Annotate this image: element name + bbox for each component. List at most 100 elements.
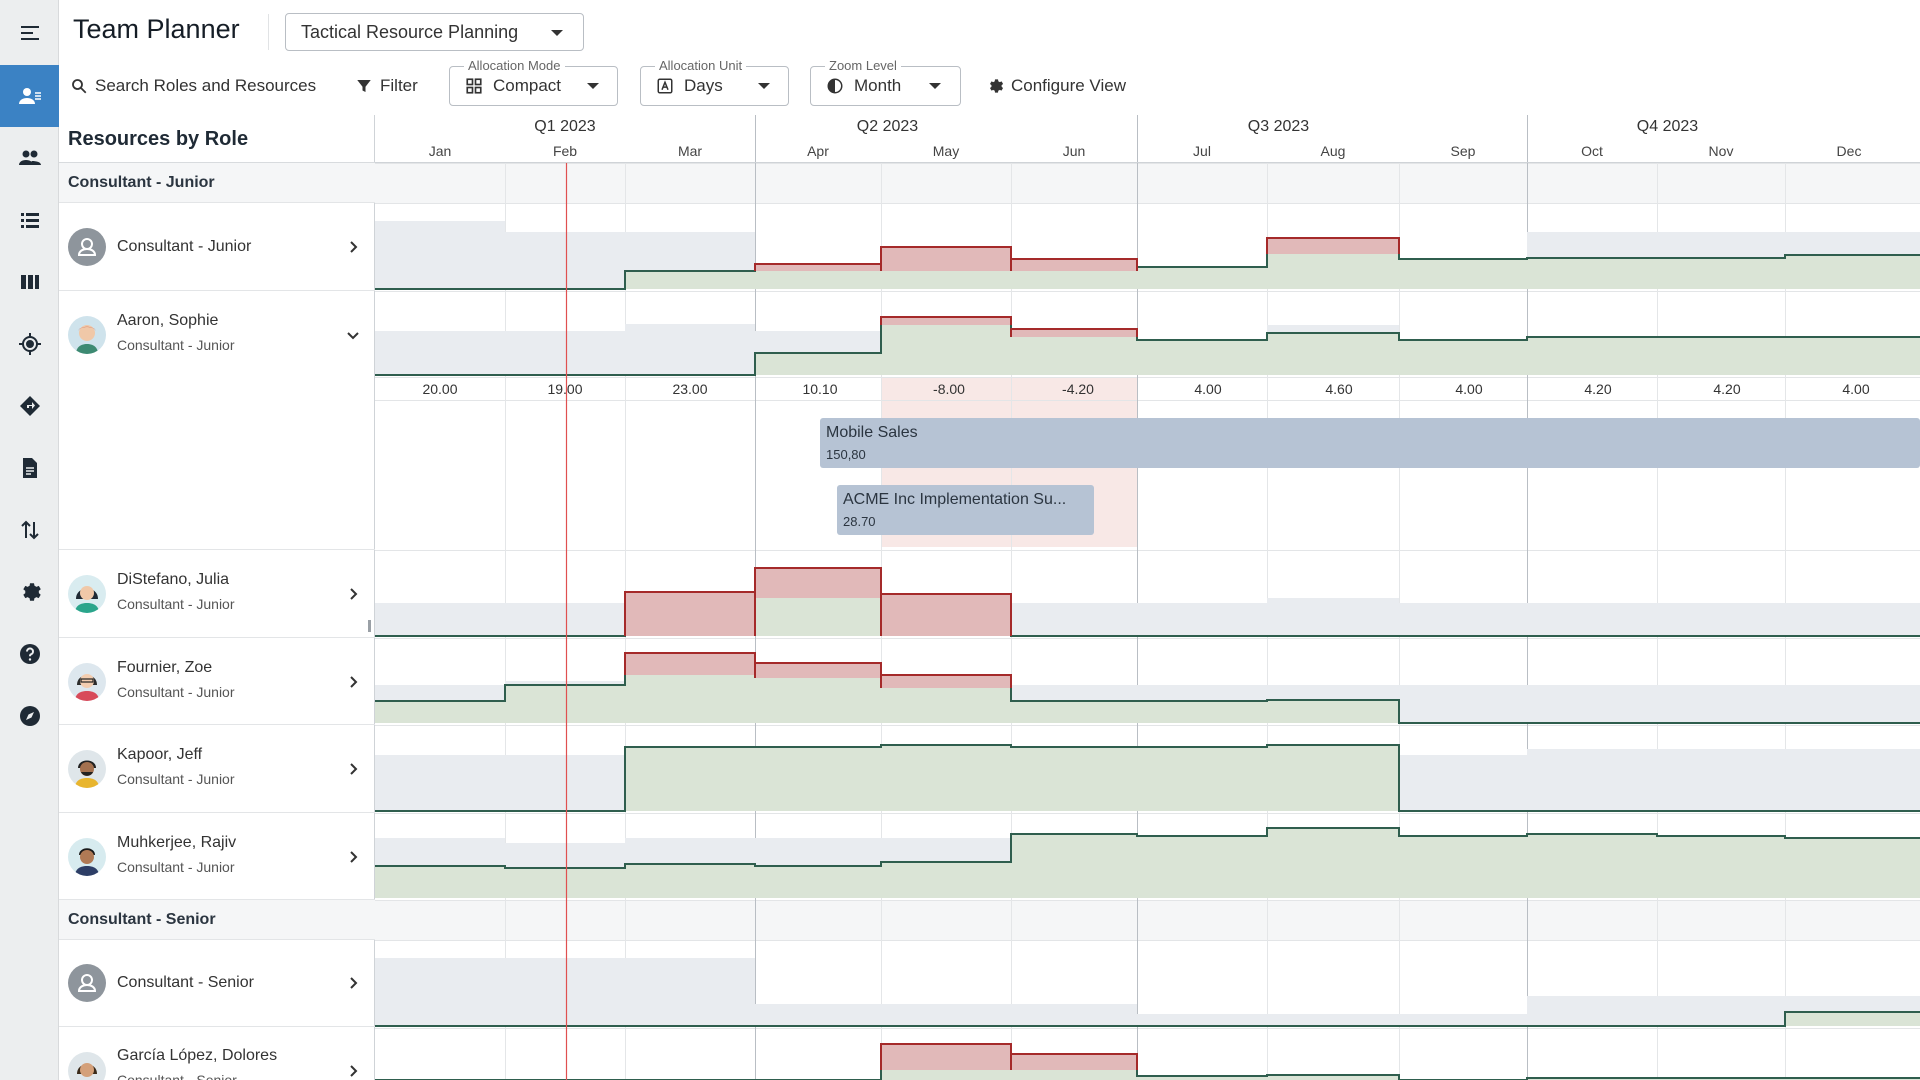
grid-icon <box>466 78 482 94</box>
allocation-bar <box>1267 745 1399 811</box>
capacity-bar <box>1785 603 1920 636</box>
capacity-bar <box>1011 603 1137 636</box>
allocation-bar <box>1785 337 1920 375</box>
allocation-bar <box>755 678 881 723</box>
caret-down-icon <box>587 83 599 89</box>
explore-icon[interactable] <box>0 685 59 747</box>
generic-person-icon <box>68 964 106 1002</box>
capacity-bar <box>1657 996 1785 1026</box>
collapse-menu-icon[interactable] <box>0 2 59 64</box>
month-value: 4.00 <box>1842 381 1870 397</box>
allocation-bar <box>1657 337 1785 375</box>
caret-down-icon <box>929 83 941 89</box>
allocation-bar <box>1399 836 1527 898</box>
resource-name: Muhkerjee, Rajiv <box>117 834 237 851</box>
resource-row[interactable]: Consultant - Junior <box>59 203 375 291</box>
chevron-right-icon[interactable] <box>345 849 361 865</box>
allocation-mode-select[interactable]: Allocation Mode Compact <box>449 58 618 106</box>
capacity-bar <box>625 958 755 1026</box>
filter-button[interactable]: Filter <box>355 62 418 110</box>
month-label: Sep <box>1450 143 1476 159</box>
resource-name: Consultant - Junior <box>117 238 252 255</box>
role-group-header[interactable]: Consultant - Junior <box>59 163 375 203</box>
chevron-right-icon[interactable] <box>345 674 361 690</box>
allocation-bar <box>881 271 1011 289</box>
zoom-level-value: Month <box>854 76 902 95</box>
allocation-bar <box>755 747 881 811</box>
month-value: 4.00 <box>1455 381 1483 397</box>
month-value: 19.00 <box>547 381 583 397</box>
overallocation-bar <box>881 1044 1011 1070</box>
capacity-bar <box>625 324 755 375</box>
allocation-bar <box>1785 838 1920 898</box>
chevron-down-icon[interactable] <box>345 327 361 343</box>
caret-down-icon <box>758 83 770 89</box>
overallocation-line <box>1010 258 1138 271</box>
allocation-bar <box>1657 836 1785 898</box>
chevron-right-icon[interactable] <box>345 1063 361 1079</box>
allocation-bar <box>505 868 625 898</box>
resource-role: Consultant - Junior <box>117 771 235 787</box>
allocation-line <box>375 1043 1920 1080</box>
search-button[interactable]: Search Roles and Resources <box>70 62 316 110</box>
help-icon[interactable] <box>0 623 59 685</box>
plan-select[interactable]: Tactical Resource Planning <box>285 13 584 51</box>
zoom-level-select[interactable]: Zoom Level Month <box>810 58 961 106</box>
month-value: 4.20 <box>1584 381 1612 397</box>
zoom-level-label: Zoom Level <box>825 58 901 73</box>
plan-select-value: Tactical Resource Planning <box>301 21 519 42</box>
resource-name: García López, Dolores <box>117 1047 278 1064</box>
resource-name: Consultant - Senior <box>117 974 254 991</box>
allocation-bar <box>1399 340 1527 375</box>
resize-handle[interactable] <box>368 620 371 632</box>
assignment-bar-acme[interactable]: ACME Inc Implementation Su... 28.70 <box>837 485 1094 535</box>
quarter-label: Q4 2023 <box>1636 118 1699 135</box>
resource-role: Consultant - Junior <box>117 337 235 353</box>
allocation-bar <box>375 701 505 723</box>
allocation-bar <box>1137 267 1267 289</box>
month-value: -8.00 <box>933 381 965 397</box>
resource-row[interactable]: DiStefano, Julia Consultant - Junior <box>59 550 375 638</box>
resource-row[interactable]: Kapoor, Jeff Consultant - Junior <box>59 725 375 813</box>
resource-row[interactable]: Muhkerjee, Rajiv Consultant - Junior <box>59 813 375 900</box>
assignment-title: Mobile Sales <box>826 424 918 441</box>
avatar <box>68 750 106 788</box>
chevron-right-icon[interactable] <box>345 975 361 991</box>
target-icon[interactable] <box>0 313 59 375</box>
capacity-bar <box>1399 1014 1527 1026</box>
allocation-unit-select[interactable]: Allocation Unit Days <box>640 58 789 106</box>
team-planner-icon[interactable] <box>0 65 59 127</box>
resource-row[interactable]: Consultant - Senior <box>59 940 375 1027</box>
settings-icon[interactable] <box>0 561 59 623</box>
chevron-right-icon[interactable] <box>345 239 361 255</box>
chevron-right-icon[interactable] <box>345 761 361 777</box>
capacity-bar <box>881 1004 1011 1026</box>
role-group-header[interactable]: Consultant - Senior <box>59 900 375 940</box>
people-icon[interactable] <box>0 127 59 189</box>
directions-icon[interactable] <box>0 375 59 437</box>
resource-row[interactable]: García López, Dolores Consultant - Senio… <box>59 1027 375 1080</box>
allocation-bar <box>625 271 755 289</box>
resource-role: Consultant - Senior <box>117 1072 237 1080</box>
allocation-mode-value: Compact <box>493 76 562 95</box>
document-icon[interactable] <box>0 437 59 499</box>
month-label: Dec <box>1836 143 1862 159</box>
sort-arrows-icon[interactable] <box>0 499 59 561</box>
chevron-right-icon[interactable] <box>345 586 361 602</box>
configure-view-button[interactable]: Configure View <box>986 62 1126 110</box>
page-title: Team Planner <box>73 14 240 44</box>
caret-down-icon <box>551 30 563 36</box>
resource-row[interactable]: Fournier, Zoe Consultant - Junior <box>59 638 375 725</box>
month-value: -4.20 <box>1062 381 1094 397</box>
board-icon[interactable] <box>0 251 59 313</box>
capacity-bar <box>1527 603 1657 636</box>
assignment-bar-mobile-sales[interactable]: Mobile Sales 150,80 <box>820 418 1920 468</box>
nav-rail <box>0 0 59 1080</box>
allocation-bar <box>625 675 755 723</box>
avatar <box>68 1052 106 1080</box>
month-value: 10.10 <box>802 381 838 397</box>
allocation-bar <box>755 271 881 289</box>
resource-row[interactable]: Aaron, Sophie Consultant - Junior <box>59 291 375 550</box>
list-icon[interactable] <box>0 189 59 251</box>
allocation-bar <box>1137 747 1267 811</box>
